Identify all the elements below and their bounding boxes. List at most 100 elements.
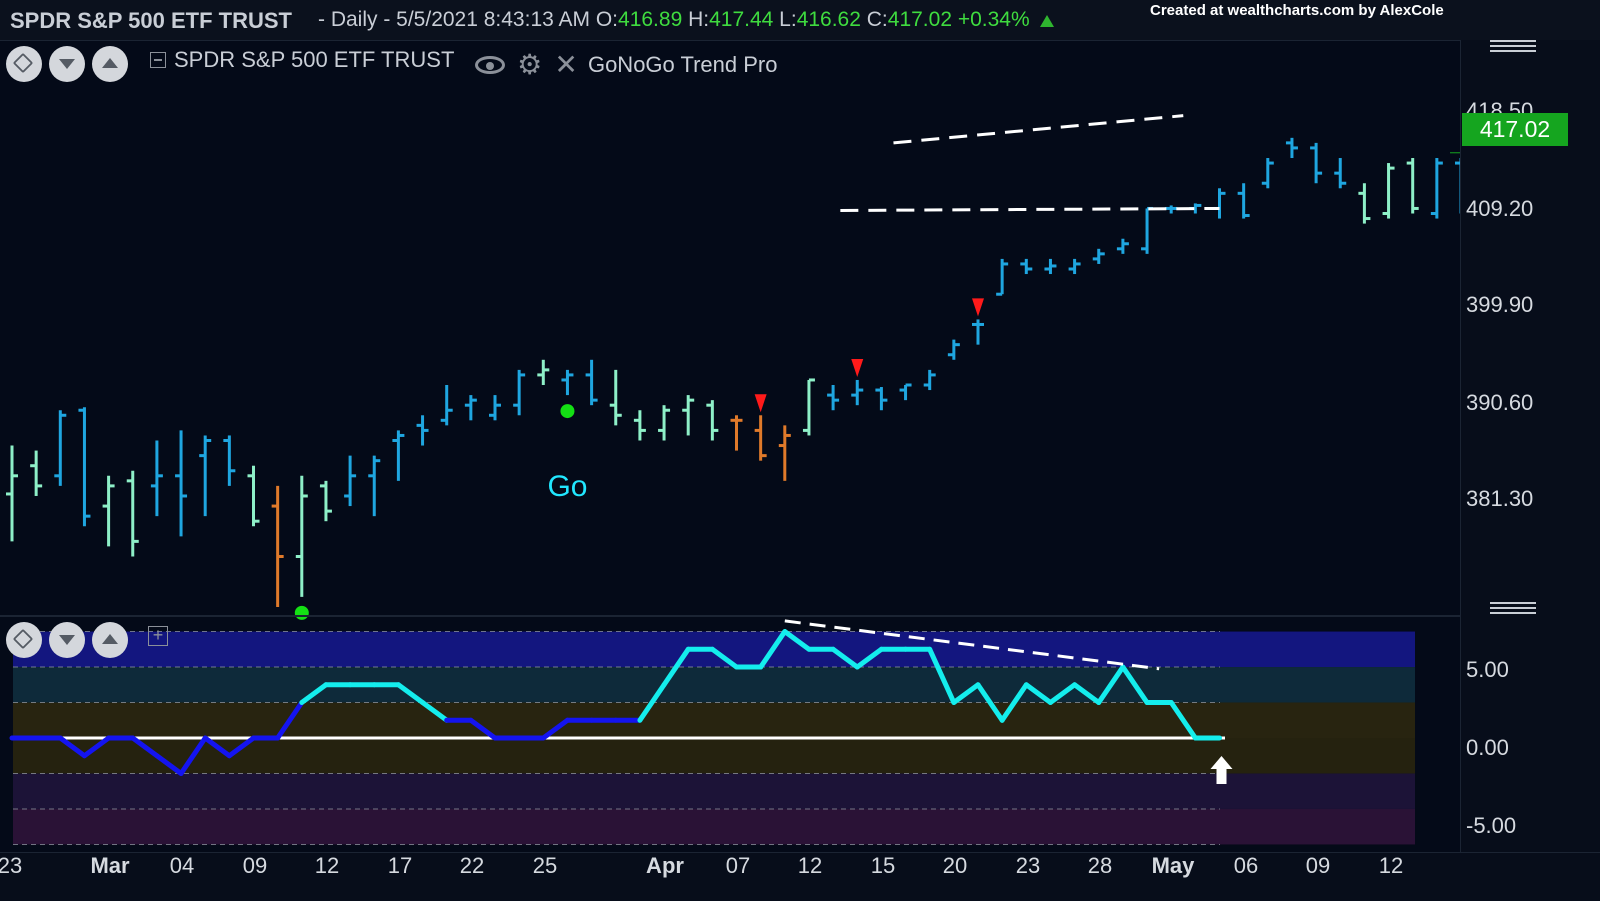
x-tick-label: 12 (1378, 853, 1404, 878)
x-tick-label: Mar (90, 853, 130, 878)
y-tick-label: 381.30 (1466, 486, 1534, 511)
change-value: +0.34% (957, 8, 1030, 31)
oscillator-segment (999, 682, 1029, 723)
oscillator-segment (782, 629, 812, 652)
oscillator-segment (178, 735, 208, 776)
low-label: L: (779, 8, 797, 31)
oscillator-zone (13, 773, 1415, 809)
x-tick-label: 28 (1087, 853, 1113, 878)
menu-icon[interactable] (1490, 40, 1536, 54)
oscillator-segment (202, 735, 232, 759)
open-value: 416.89 (618, 8, 683, 31)
oscillator-segment (1072, 682, 1102, 706)
oscillator-segment (395, 682, 426, 706)
y-tick-label: 390.60 (1466, 390, 1534, 415)
x-tick-label: 17 (387, 853, 413, 878)
low-value: 416.62 (796, 8, 861, 31)
x-tick-label: 20 (942, 853, 968, 878)
up-triangle-icon (1039, 15, 1054, 27)
indicator-toolbar: ⚙ ✕ GoNoGo Trend Pro (475, 48, 778, 80)
x-tick-label: 22 (459, 853, 485, 878)
collapse-up-icon[interactable] (92, 46, 128, 82)
price-axis[interactable] (1460, 40, 1600, 852)
arrow-up-icon (1210, 756, 1233, 784)
credit-text: Created at wealthcharts.com by AlexCole (1150, 2, 1444, 19)
oscillator-zone (13, 738, 1415, 774)
oscillator-segment (1096, 664, 1126, 706)
oscillator-segment (540, 717, 570, 741)
collapse-down-icon[interactable] (49, 622, 85, 658)
x-tick-label: 09 (242, 853, 268, 878)
panel-separator[interactable] (0, 615, 1460, 617)
oscillator-segment (1120, 664, 1150, 706)
x-tick-label: 06 (1233, 853, 1259, 878)
oscillator-segment (420, 700, 450, 723)
minimize-icon[interactable] (150, 52, 166, 68)
oscillator-segment (1023, 682, 1053, 706)
add-icon[interactable]: + (148, 626, 168, 646)
oscillator-segment (637, 682, 667, 723)
oscillator-segment (154, 753, 184, 776)
y-tick-label: 409.20 (1466, 196, 1534, 221)
oscillator-segment (927, 646, 957, 706)
panel-title: SPDR S&P 500 ETF TRUST (150, 47, 454, 73)
time-axis[interactable] (0, 852, 1600, 901)
oscillator-segment (1168, 700, 1198, 741)
oscillator-zone (13, 808, 1415, 845)
eye-icon[interactable] (475, 55, 505, 74)
nogo-marker (851, 358, 864, 377)
high-value: 417.44 (709, 8, 774, 31)
go-dot (294, 605, 309, 620)
oscillator-segment (468, 717, 498, 741)
x-tick-label: 23 (0, 853, 23, 878)
trendline (840, 206, 1220, 212)
last-price-badge: 417.02 (1462, 113, 1568, 146)
oscillator-segment (661, 646, 691, 688)
trendline (893, 114, 1184, 145)
close-label: C: (866, 8, 888, 31)
nogo-marker (972, 298, 984, 317)
oscillator-segment (830, 646, 860, 670)
interval-date: - Daily - 5/5/2021 8:43:13 AM (318, 8, 590, 31)
oscillator-segment (275, 700, 305, 741)
oscillator-segment (1047, 682, 1078, 706)
expand-icon[interactable] (6, 622, 42, 658)
go-signal-label: Go (547, 470, 588, 503)
y-tick-label: 399.90 (1466, 292, 1534, 317)
oscillator-segment (226, 735, 256, 759)
oscillator-zone (13, 702, 1415, 738)
oscillator-segment (758, 629, 788, 670)
oscillator-segment (951, 682, 981, 706)
nogo-marker (754, 394, 767, 413)
collapse-down-icon[interactable] (49, 46, 85, 82)
x-tick-label: May (1151, 853, 1195, 878)
gear-icon[interactable]: ⚙ (517, 49, 543, 80)
go-dot (560, 404, 575, 419)
oscillator-segment (975, 682, 1005, 723)
panel-title-text: SPDR S&P 500 ETF TRUST (174, 47, 455, 72)
x-tick-label: 25 (532, 853, 558, 878)
y-tick-label: 0.00 (1466, 735, 1509, 760)
x-tick-label: Apr (646, 853, 684, 878)
x-tick-label: 09 (1305, 853, 1331, 878)
expand-icon[interactable] (6, 46, 42, 82)
x-tick-label: 04 (169, 853, 195, 878)
oscillator-segment (709, 646, 739, 670)
menu-icon[interactable] (1490, 602, 1536, 616)
header-bar: SPDR S&P 500 ETF TRUST - Daily - 5/5/202… (0, 0, 1600, 41)
x-tick-label: 15 (870, 853, 896, 878)
close-value: 417.02 (887, 8, 952, 31)
x-tick-label: 12 (314, 853, 340, 878)
ohlc-readout: - Daily - 5/5/2021 8:43:13 AM O:416.89 H… (318, 8, 1054, 32)
x-tick-label: 07 (725, 853, 751, 878)
close-icon[interactable]: ✕ (554, 49, 578, 80)
oscillator-segment (81, 735, 112, 759)
high-label: H: (688, 8, 710, 31)
collapse-up-icon[interactable] (92, 622, 128, 658)
y-tick-label: -5.00 (1466, 813, 1517, 838)
open-label: O: (595, 8, 619, 31)
indicator-name: GoNoGo Trend Pro (587, 51, 778, 77)
x-tick-label: 12 (797, 853, 823, 878)
oscillator-zone (13, 667, 1415, 703)
